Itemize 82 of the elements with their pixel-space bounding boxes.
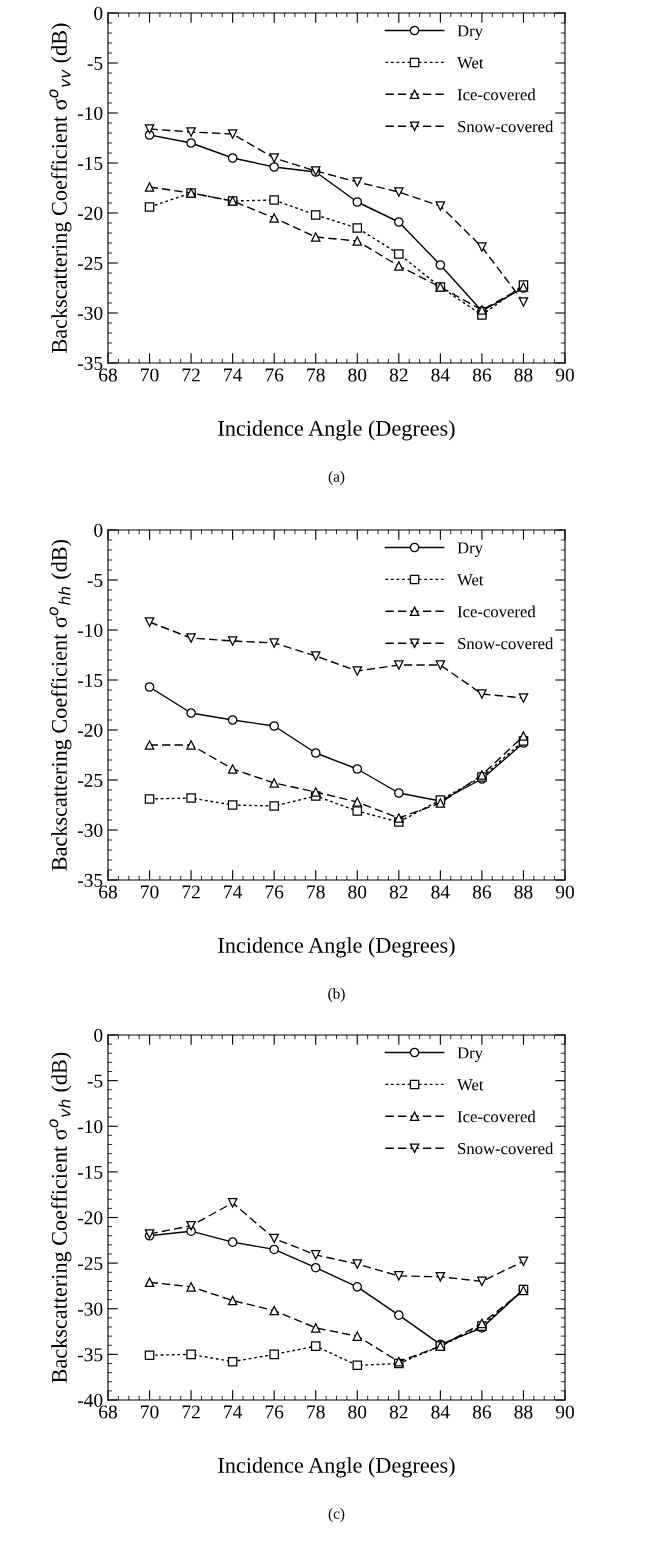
x-tick-label: 82 bbox=[389, 368, 408, 382]
legend-label: Wet bbox=[457, 1079, 484, 1091]
legend-label: Snow-covered bbox=[458, 637, 554, 650]
x-tick-label: 80 bbox=[348, 885, 367, 899]
x-tick-label: 88 bbox=[514, 368, 533, 382]
y-tick-label: -10 bbox=[77, 623, 103, 637]
y-tick-label: -20 bbox=[77, 1211, 103, 1225]
x-tick-label: 86 bbox=[472, 368, 492, 382]
y-tick-label: -25 bbox=[77, 1257, 103, 1271]
x-tick-label: 70 bbox=[141, 1405, 159, 1419]
y-tick-label: -35 bbox=[77, 873, 103, 887]
legend-label: Dry bbox=[457, 542, 483, 557]
x-tick-label: 68 bbox=[99, 1405, 117, 1419]
x-tick-label: 84 bbox=[431, 1405, 450, 1419]
x-tick-label: 80 bbox=[348, 1405, 367, 1419]
x-tick-label: 68 bbox=[99, 368, 117, 382]
y-tick-label: -10 bbox=[77, 106, 103, 120]
legend-label: Ice-covered bbox=[457, 1110, 536, 1123]
x-tick-label: 90 bbox=[555, 1405, 574, 1419]
y-tick-label: -10 bbox=[77, 1120, 103, 1134]
y-axis-title: Backscattering Coefficient σ$^{o}$$_{vv}$ (dB) bbox=[49, 23, 72, 353]
y-axis-title: Backscattering Coefficient σ$^{o}$$_{vh}$ (dB) bbox=[49, 1052, 72, 1383]
text: (c) bbox=[328, 1508, 345, 1522]
y-tick-label: -5 bbox=[87, 574, 103, 587]
x-tick-label: 88 bbox=[514, 1405, 533, 1419]
x-tick-label: 78 bbox=[307, 1405, 325, 1419]
x-tick-label: 82 bbox=[389, 1405, 408, 1419]
y-tick-label: -40 bbox=[77, 1393, 103, 1407]
legend-label: Dry bbox=[457, 1047, 483, 1062]
x-tick-label: 72 bbox=[182, 885, 200, 899]
x-tick-label: 86 bbox=[472, 885, 492, 899]
y-tick-label: -35 bbox=[77, 1348, 103, 1362]
y-tick-label: -25 bbox=[77, 256, 103, 270]
x-tick-label: 86 bbox=[472, 1405, 492, 1419]
y-tick-label: -15 bbox=[77, 156, 103, 170]
legend-label: Snow-covered bbox=[458, 120, 554, 133]
x-tick-label: 90 bbox=[555, 368, 574, 382]
x-tick-label: 82 bbox=[389, 885, 408, 899]
x-axis-title: Incidence Angle (Degrees) bbox=[218, 420, 455, 441]
x-tick-label: 80 bbox=[348, 368, 367, 382]
y-tick-label: -5 bbox=[87, 1074, 103, 1088]
y-tick-label: -20 bbox=[77, 206, 103, 220]
legend-label: Wet bbox=[457, 574, 484, 586]
y-tick-label: -35 bbox=[77, 356, 103, 370]
y-tick-label: -15 bbox=[77, 673, 103, 687]
x-tick-label: 84 bbox=[431, 368, 450, 382]
x-axis-title: Incidence Angle (Degrees) bbox=[218, 1457, 455, 1478]
y-tick-label: 0 bbox=[94, 6, 103, 20]
x-tick-label: 72 bbox=[182, 1405, 200, 1419]
x-tick-label: 74 bbox=[224, 1405, 243, 1419]
x-tick-label: 74 bbox=[224, 368, 243, 382]
legend-label: Ice-covered bbox=[457, 88, 536, 101]
x-tick-label: 78 bbox=[307, 885, 325, 899]
x-tick-label: 76 bbox=[265, 1405, 284, 1419]
y-tick-label: -25 bbox=[77, 773, 103, 787]
x-tick-label: 68 bbox=[99, 885, 117, 899]
y-tick-label: -30 bbox=[77, 306, 103, 320]
y-tick-label: -5 bbox=[87, 57, 103, 70]
y-tick-label: -20 bbox=[77, 723, 103, 737]
text: (b) bbox=[328, 988, 345, 1002]
x-tick-label: 76 bbox=[265, 368, 284, 382]
x-tick-label: 76 bbox=[265, 885, 284, 899]
x-tick-label: 84 bbox=[431, 885, 450, 899]
text: (a) bbox=[328, 471, 345, 485]
x-tick-label: 88 bbox=[514, 885, 533, 899]
x-tick-label: 70 bbox=[141, 885, 159, 899]
x-tick-label: 78 bbox=[307, 368, 325, 382]
y-tick-label: -15 bbox=[77, 1165, 103, 1179]
y-tick-label: -30 bbox=[77, 1302, 103, 1316]
x-tick-label: 90 bbox=[555, 885, 574, 899]
x-axis-title: Incidence Angle (Degrees) bbox=[218, 937, 455, 958]
x-tick-label: 70 bbox=[141, 368, 159, 382]
y-tick-label: -30 bbox=[77, 823, 103, 837]
legend-label: Snow-covered bbox=[458, 1142, 554, 1155]
x-tick-label: 72 bbox=[182, 368, 200, 382]
legend-label: Wet bbox=[457, 57, 484, 69]
legend-label: Ice-covered bbox=[457, 605, 536, 618]
y-tick-label: 0 bbox=[94, 523, 103, 537]
y-tick-label: 0 bbox=[94, 1028, 103, 1042]
legend-label: Dry bbox=[457, 25, 483, 40]
y-axis-title: Backscattering Coefficient σ$^{o}$$_{hh}$ (dB) bbox=[49, 539, 72, 871]
x-tick-label: 74 bbox=[224, 885, 243, 899]
